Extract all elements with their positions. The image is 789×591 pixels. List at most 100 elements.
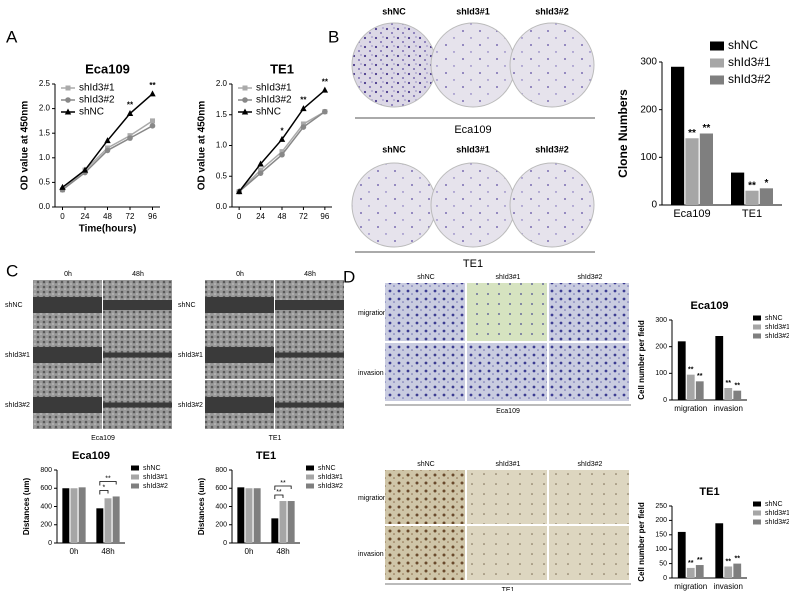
wound-gap [205, 397, 274, 413]
y-tick-label: 1.5 [39, 128, 51, 137]
annotation: ** [280, 480, 286, 487]
wound-gap [33, 397, 102, 413]
x-tick-label: 0 [60, 212, 65, 221]
y-tick-label: 0.0 [39, 202, 51, 211]
annotation: ** [726, 558, 732, 565]
legend-label: shId3#1 [728, 55, 771, 69]
bar [677, 531, 686, 578]
marker [150, 118, 155, 124]
bar [686, 374, 695, 400]
marker [235, 188, 243, 195]
plate-image [430, 22, 516, 108]
transwell-column-label: shId3#1 [496, 274, 521, 281]
x-tick-label: 96 [320, 212, 329, 221]
y-tick-label: 0.5 [216, 171, 228, 180]
bar [279, 501, 287, 543]
legend-swatch [306, 465, 314, 471]
transwell-column-label: shNC [417, 274, 435, 281]
legend-swatch [306, 483, 314, 489]
marker [65, 85, 71, 91]
y-tick-label: 100 [640, 152, 657, 163]
x-tick-label: 24 [81, 212, 90, 221]
y-tick-label: 200 [40, 522, 52, 529]
x-tick-label: 48h [276, 547, 289, 556]
legend-label: shNC [143, 465, 161, 472]
legend-label: shId3#1 [256, 83, 292, 94]
panel-letter: A [6, 27, 18, 46]
y-tick-label: 0 [651, 200, 657, 211]
wound-row-label: shId3#1 [5, 352, 30, 359]
bar [715, 336, 724, 400]
annotation: ** [149, 81, 156, 90]
transwell-image [467, 343, 547, 401]
x-tick-label: 72 [126, 212, 135, 221]
annotation: ** [697, 373, 703, 380]
wound-gap [33, 347, 102, 363]
wound-gap [103, 402, 172, 408]
legend-swatch [710, 58, 724, 68]
marker [81, 166, 89, 173]
wound-row-label: shId3#2 [5, 402, 30, 409]
panel-letter: B [328, 27, 339, 46]
y-tick-label: 50 [659, 560, 667, 567]
bar [724, 388, 733, 400]
legend-swatch [710, 75, 724, 85]
legend-swatch [131, 483, 139, 489]
annotation: ** [322, 77, 329, 86]
annotation: ** [735, 383, 741, 390]
legend-label: shId3#1 [143, 474, 168, 481]
y-tick-label: 1.5 [216, 110, 228, 119]
y-axis-label: Distances (um) [197, 477, 206, 535]
legend-label: shId3#2 [765, 333, 789, 340]
wound-caption: TE1 [269, 435, 282, 442]
y-tick-label: 400 [215, 503, 227, 510]
plate-label: shNC [382, 144, 406, 154]
y-tick-label: 1.0 [216, 141, 228, 150]
transwell-caption: TE1 [502, 587, 515, 591]
marker [279, 149, 285, 155]
y-tick-label: 200 [215, 522, 227, 529]
annotation: ** [748, 180, 756, 191]
y-tick-label: 0 [663, 397, 667, 404]
y-tick-label: 300 [640, 57, 657, 68]
annotation: ** [127, 101, 134, 110]
y-tick-label: 0.5 [39, 178, 51, 187]
marker [300, 124, 307, 130]
transwell-column-label: shNC [417, 461, 435, 468]
transwell-image [549, 470, 629, 524]
plate-image [509, 162, 595, 248]
marker [126, 110, 134, 117]
x-tick-label: 48h [101, 547, 114, 556]
bar [699, 133, 713, 205]
y-tick-label: 600 [40, 485, 52, 492]
transwell-image [385, 470, 465, 524]
legend-swatch [753, 519, 761, 525]
y-tick-label: 300 [655, 317, 667, 324]
bar [96, 508, 104, 543]
marker [65, 97, 71, 103]
bar [104, 498, 112, 543]
bar [253, 488, 261, 543]
marker [64, 108, 72, 115]
y-tick-label: 0 [663, 575, 667, 582]
legend-label: shId3#1 [765, 510, 789, 517]
legend-swatch [753, 501, 761, 507]
bar [724, 566, 733, 578]
bar [695, 565, 704, 578]
bar [759, 188, 773, 205]
plate-row-label: Eca109 [454, 124, 491, 136]
annotation: * [103, 484, 106, 491]
annotation: ** [726, 380, 732, 387]
bar [70, 488, 78, 543]
x-tick-label: 48 [103, 212, 112, 221]
annotation: ** [688, 128, 696, 139]
bar [731, 172, 745, 205]
annotation: ** [276, 489, 282, 496]
transwell-row-label: migration [358, 310, 387, 317]
bar [671, 66, 685, 206]
plate-image [351, 162, 437, 248]
transwell-image [385, 283, 465, 341]
y-axis-label: Clone Numbers [616, 89, 630, 178]
legend-swatch [131, 465, 139, 471]
marker [257, 170, 264, 176]
